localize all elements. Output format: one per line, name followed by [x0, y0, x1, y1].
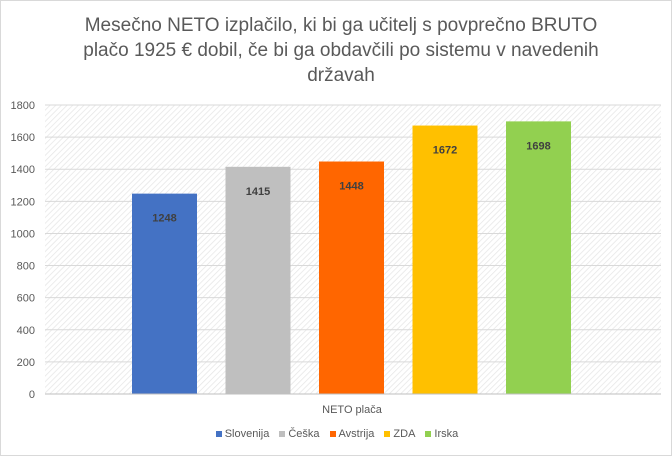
y-tick-label: 400	[17, 325, 35, 337]
chart-title-line-2: plačo 1925 € dobil, če bi ga obdavčili p…	[83, 40, 599, 61]
legend-label: Slovenija	[224, 428, 270, 440]
legend-swatch	[425, 431, 432, 437]
legend-label: Češka	[288, 428, 320, 440]
y-tick-label: 1600	[11, 132, 35, 144]
bar-avstrija	[319, 161, 384, 394]
legend-swatch	[215, 431, 222, 437]
y-tick-label: 200	[17, 357, 35, 369]
legend-item: ZDA	[384, 428, 415, 440]
chart-title-line-3: državah	[307, 65, 375, 86]
data-label: 1672	[433, 145, 457, 157]
y-tick-label: 800	[17, 261, 35, 273]
bar-zda	[412, 125, 478, 394]
bar-češka	[225, 166, 291, 394]
bar-irska	[506, 121, 571, 395]
bar-slovenija	[132, 193, 197, 394]
chart-title: Mesečno NETO izplačilo, ki bi ga učitelj…	[61, 13, 621, 88]
legend-label: ZDA	[393, 428, 416, 440]
data-label: 1698	[526, 140, 550, 152]
legend-swatch	[329, 431, 336, 437]
legend-item: Avstrija	[329, 428, 375, 440]
legend-label: Avstrija	[338, 428, 375, 440]
legend-item: Irska	[425, 428, 458, 440]
data-label: 1248	[152, 213, 176, 225]
chart-title-line-1: Mesečno NETO izplačilo, ki bi ga učitelj…	[84, 15, 598, 36]
y-tick-label: 1200	[11, 196, 35, 208]
legend-item: Slovenija	[215, 428, 270, 440]
y-axis-ticks: 0 200 400 600 800 1000 1200 1400 1600 1800	[11, 100, 35, 401]
y-tick-label: 1800	[11, 100, 35, 112]
data-label: 1448	[339, 181, 363, 193]
legend-item: Češka	[279, 428, 320, 440]
legend: Slovenija Češka Avstrija ZDA Irska	[1, 428, 672, 440]
y-tick-label: 1000	[11, 228, 35, 240]
bars: 1248 1415 1448 1672 1698	[132, 121, 571, 395]
legend-swatch	[384, 431, 391, 437]
x-category-label: NETO plača	[322, 404, 383, 416]
y-tick-label: 0	[29, 389, 35, 401]
legend-label: Irska	[434, 428, 459, 440]
data-label: 1415	[246, 186, 270, 198]
legend-swatch	[279, 431, 286, 437]
y-tick-label: 600	[17, 293, 35, 305]
y-tick-label: 1400	[11, 164, 35, 176]
